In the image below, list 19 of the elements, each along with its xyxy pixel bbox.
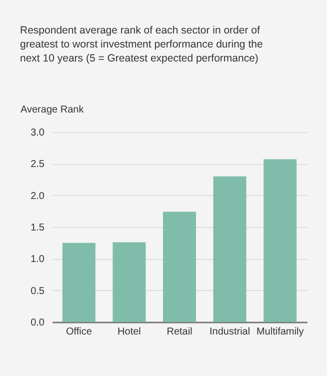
y-tick-label: 1.5 — [30, 222, 45, 234]
x-tick-label: Hotel — [118, 326, 141, 338]
bar — [62, 242, 96, 322]
bar — [163, 212, 196, 322]
x-tick-label: Office — [66, 326, 92, 338]
y-tick-label: 3.0 — [30, 128, 45, 138]
y-tick-label: 1.0 — [30, 254, 45, 266]
y-tick-label: 0.0 — [30, 318, 45, 328]
chart-title: Respondent average rank of each sector in order of greatest to worst investment performance during the next 10 years (5 = Greatest expected performance) — [20, 24, 263, 64]
x-tick-label: Retail — [166, 326, 192, 338]
y-axis-title: Average Rank — [20, 104, 85, 116]
bar — [112, 242, 146, 322]
x-tick-label: Multifamily — [256, 326, 304, 338]
bar — [264, 159, 297, 322]
bar — [213, 176, 246, 322]
y-tick-label: 2.5 — [30, 159, 45, 170]
y-tick-label: 0.5 — [30, 286, 45, 297]
y-tick-label: 2.0 — [30, 190, 45, 202]
x-tick-label: Industrial — [210, 326, 250, 338]
